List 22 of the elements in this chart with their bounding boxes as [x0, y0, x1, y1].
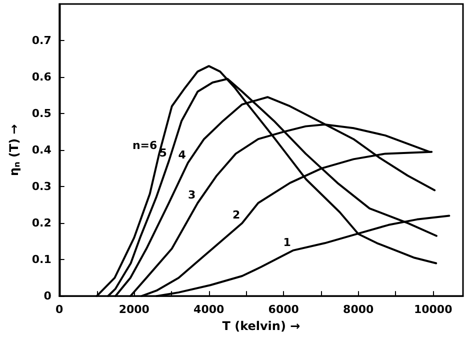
series-label: 2 — [232, 208, 240, 222]
y-tick-label: 0.3 — [32, 180, 52, 194]
x-tick-label: 0 — [56, 303, 64, 316]
series-label: 1 — [283, 236, 291, 249]
x-tick-label: 8000 — [343, 303, 374, 316]
y-axis-title: ηn (T) → — [7, 124, 22, 176]
x-axis-title: T (kelvin) → — [222, 319, 300, 333]
x-tick-label: 4000 — [194, 303, 225, 316]
x-tick-label: 6000 — [268, 303, 300, 316]
y-tick-label: 0.5 — [32, 107, 52, 120]
series-label: 4 — [178, 148, 186, 162]
y-tick-label: 0.4 — [32, 144, 52, 157]
y-tick-label: 0.2 — [32, 216, 52, 230]
y-tick-label: 0.7 — [32, 34, 52, 48]
x-tick-label: 10000 — [414, 303, 453, 316]
y-tick-label: 0 — [44, 290, 52, 303]
y-tick-label: 0.1 — [32, 253, 52, 266]
series-label: 5 — [159, 146, 167, 160]
x-tick-label: 2000 — [118, 303, 150, 316]
series-label: n=6 — [132, 139, 158, 152]
y-tick-label: 0.6 — [32, 70, 52, 84]
series-label: 3 — [188, 188, 196, 202]
